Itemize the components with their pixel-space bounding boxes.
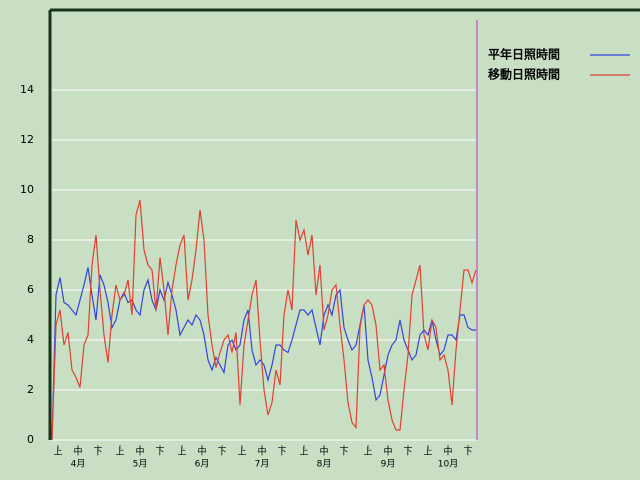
- x-tick-label: 上: [237, 447, 246, 458]
- y-tick-label: 0: [27, 433, 34, 446]
- x-tick-label: 中: [257, 446, 266, 458]
- x-tick-label: 上: [299, 447, 308, 458]
- x-tick-label: 中: [319, 446, 328, 458]
- x-tick-label: 下: [93, 448, 102, 458]
- x-tick-label: 下: [403, 448, 412, 458]
- x-tick-label: 中: [73, 446, 82, 458]
- x-tick-label: 中: [135, 446, 144, 458]
- y-tick-label: 4: [27, 333, 34, 346]
- x-tick-label: 中: [197, 446, 206, 458]
- x-tick-label: 上: [177, 447, 186, 458]
- x-tick-label: 下: [277, 448, 286, 458]
- y-tick-label: 14: [20, 83, 34, 96]
- x-tick-label: 上: [53, 447, 62, 458]
- month-label: 4月: [71, 459, 86, 470]
- x-tick-label: 下: [463, 448, 472, 458]
- x-tick-label: 中: [383, 446, 392, 458]
- y-tick-label: 10: [20, 183, 34, 196]
- x-tick-label: 下: [339, 448, 348, 458]
- x-tick-label: 下: [155, 448, 164, 458]
- series-line: [51, 267, 476, 441]
- month-label: 10月: [438, 459, 458, 470]
- series-line: [51, 199, 477, 441]
- month-label: 7月: [255, 459, 270, 470]
- month-label: 5月: [133, 459, 148, 470]
- y-tick-label: 2: [27, 383, 34, 396]
- month-label: 9月: [381, 459, 396, 470]
- x-tick-label: 下: [217, 448, 226, 458]
- x-tick-label: 中: [443, 446, 452, 458]
- y-tick-label: 12: [20, 133, 34, 146]
- x-tick-label: 上: [115, 447, 124, 458]
- month-label: 6月: [195, 459, 210, 470]
- y-tick-label: 8: [27, 233, 34, 246]
- month-label: 8月: [317, 459, 332, 470]
- x-tick-label: 上: [363, 447, 372, 458]
- legend-label: 移動日照時間: [488, 67, 560, 82]
- legend-label: 平年日照時間: [488, 47, 560, 62]
- x-tick-label: 上: [423, 447, 432, 458]
- y-tick-label: 6: [27, 283, 34, 296]
